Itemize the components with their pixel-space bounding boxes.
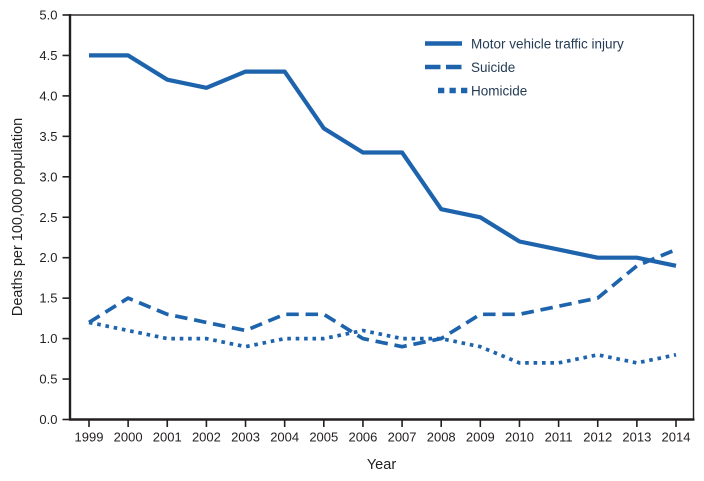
legend-label-homicide: Homicide (471, 84, 527, 99)
x-tick-label: 2013 (622, 430, 651, 445)
y-tick-label: 4.0 (39, 88, 57, 103)
x-tick-label: 2006 (348, 430, 377, 445)
y-tick-label: 4.5 (39, 48, 57, 63)
x-tick-label: 2010 (505, 430, 534, 445)
x-tick-label: 2001 (153, 430, 182, 445)
x-tick-label: 2000 (114, 430, 143, 445)
x-tick-label: 1999 (75, 430, 104, 445)
y-tick-label: 2.0 (39, 250, 57, 265)
x-tick-label: 2012 (583, 430, 612, 445)
y-tick-label: 5.0 (39, 8, 57, 23)
y-axis-title: Deaths per 100,000 population (10, 118, 26, 316)
x-tick-label: 2014 (662, 430, 691, 445)
legend-label-motor-vehicle: Motor vehicle traffic injury (471, 37, 624, 52)
x-tick-label: 2005 (309, 430, 338, 445)
x-tick-label: 2011 (545, 430, 573, 445)
y-tick-label: 2.5 (39, 210, 57, 225)
series-line-homicide (88, 320, 677, 365)
x-axis-title: Year (367, 457, 396, 473)
series-line-motor-vehicle-traffic-injury (89, 53, 677, 268)
y-tick-label: 0.5 (39, 372, 57, 387)
y-tick-label: 1.5 (39, 291, 57, 306)
y-tick-label: 3.0 (39, 169, 57, 184)
y-tick-label: 1.0 (39, 331, 57, 346)
plot-area: 0.0 0.5 1.0 1.5 2.0 2.5 3.0 3.5 4.0 4.5 5.0 1999 200… (39, 8, 695, 445)
legend: Motor vehicle traffic injury Suicide Hom… (425, 37, 624, 99)
x-tick-label: 2009 (466, 430, 495, 445)
x-tick-label: 2002 (192, 430, 221, 445)
legend-label-suicide: Suicide (471, 60, 515, 75)
x-tick-label: 2007 (388, 430, 417, 445)
x-tick-label: 2003 (231, 430, 260, 445)
series-line-suicide (88, 247, 677, 349)
x-tick-label: 2008 (427, 430, 456, 445)
x-tick-label: 2004 (270, 430, 299, 445)
y-tick-label: 0.0 (39, 412, 57, 427)
y-tick-label: 3.5 (39, 129, 57, 144)
